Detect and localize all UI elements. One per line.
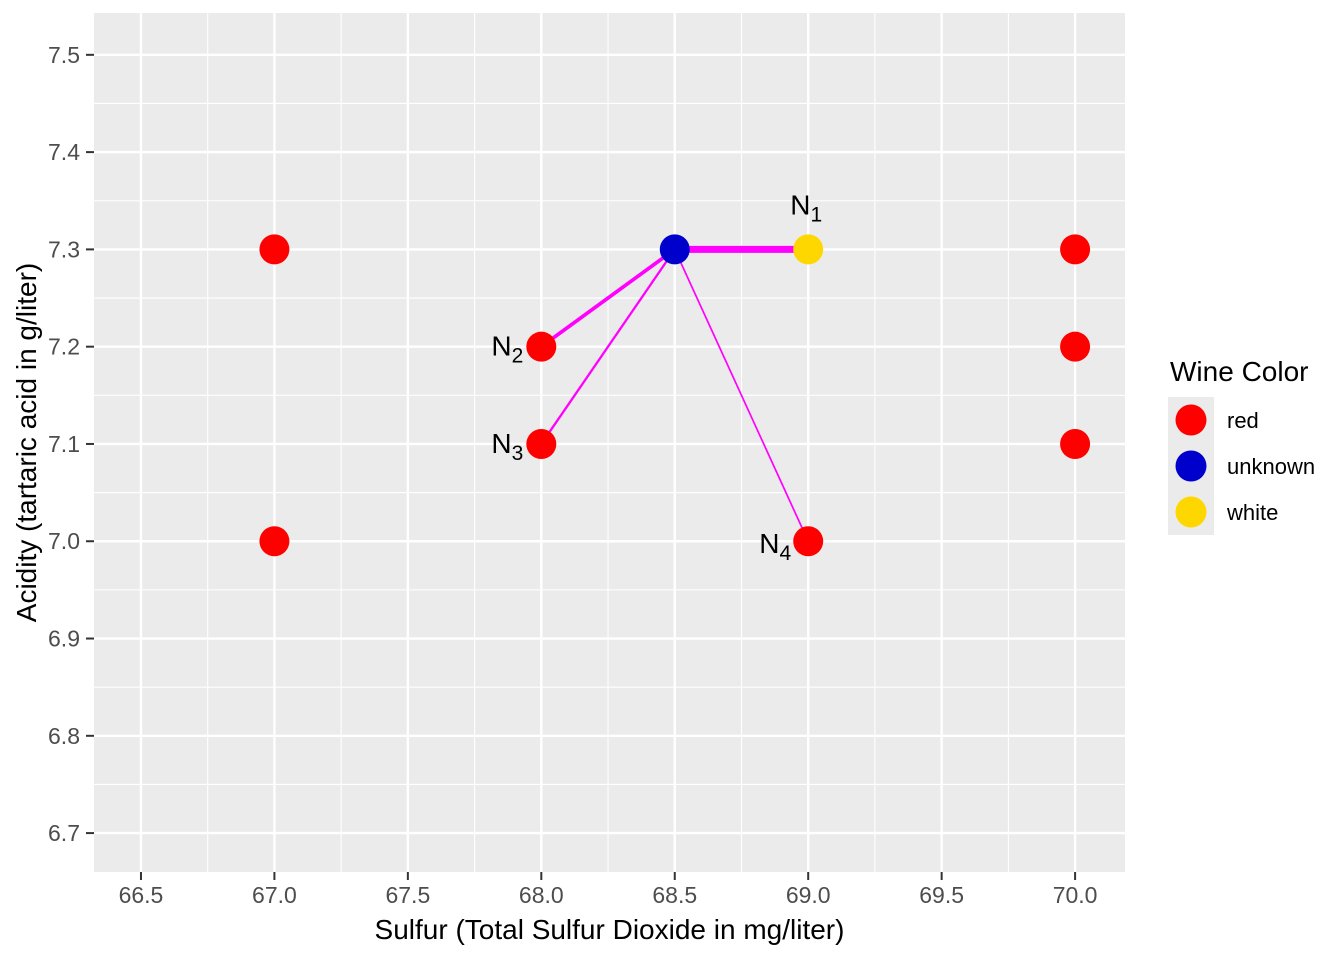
y-tick-label: 6.8 [48,723,80,749]
legend-swatch-white [1175,496,1207,528]
y-tick-label: 7.5 [48,42,80,68]
point-label-N2: N2 [491,331,523,368]
x-tick-label: 70.0 [1053,882,1098,908]
data-point-unknown [659,234,690,265]
x-tick-label: 68.5 [652,882,697,908]
legend-title: Wine Color [1170,356,1308,387]
data-point-red [259,234,290,265]
y-tick-label: 6.9 [48,626,80,652]
legend-swatch-red [1175,404,1207,436]
legend-label-unknown: unknown [1227,454,1315,479]
edge-line-N3 [540,248,676,445]
point-label-N4: N4 [759,528,791,565]
data-point-red [526,428,557,459]
data-point-white [793,234,824,265]
y-axis-title: Acidity (tartaric acid in g/liter) [11,263,42,622]
edge-line-N4 [673,249,809,542]
data-point-red [1060,428,1091,459]
y-tick-label: 7.0 [48,528,80,554]
edge-line-N2 [540,247,676,349]
y-tick-label: 7.4 [48,139,80,165]
legend-label-white: white [1226,500,1278,525]
legend-label-red: red [1227,408,1259,433]
data-point-red [793,526,824,557]
data-point-red [526,331,557,362]
x-tick-label: 69.0 [786,882,831,908]
x-axis-title: Sulfur (Total Sulfur Dioxide in mg/liter… [375,914,845,945]
x-tick-label: 67.5 [385,882,430,908]
data-point-red [1060,331,1091,362]
y-tick-label: 7.3 [48,236,80,262]
data-point-red [259,526,290,557]
y-tick-label: 7.1 [48,431,80,457]
x-tick-label: 66.5 [119,882,164,908]
x-tick-label: 68.0 [519,882,564,908]
point-label-N3: N3 [491,428,523,465]
data-point-red [1060,234,1091,265]
x-tick-label: 69.5 [919,882,964,908]
y-tick-label: 7.2 [48,334,80,360]
panel-background [94,13,1125,872]
y-tick-label: 6.7 [48,820,80,846]
point-label-N1: N1 [790,189,822,226]
legend-swatch-unknown [1175,450,1207,482]
x-tick-label: 67.0 [252,882,297,908]
